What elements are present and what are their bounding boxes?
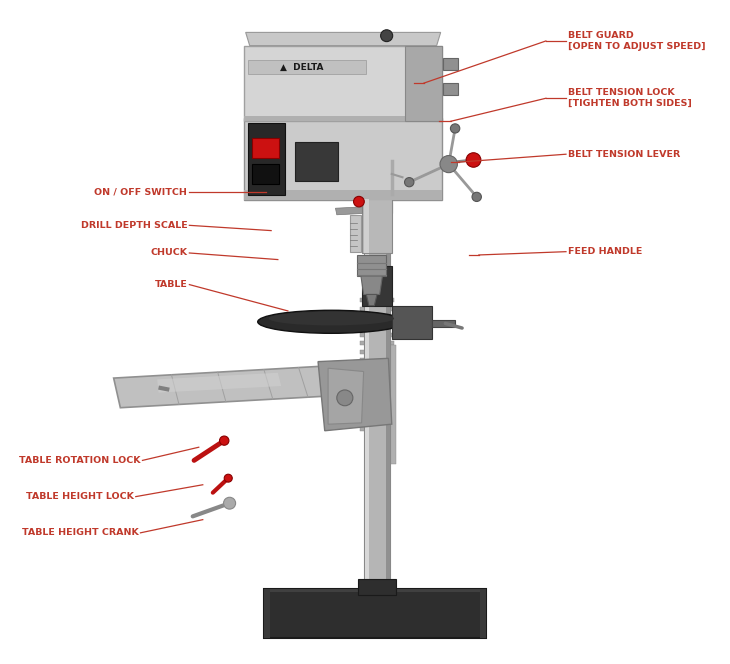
Bar (405, 46, 442, 122)
Bar (380, 345, 387, 463)
Bar (253, 137, 279, 157)
Bar (245, 191, 442, 201)
Circle shape (224, 474, 232, 482)
Text: BELT GUARD
[OPEN TO ADJUST SPEED]: BELT GUARD [OPEN TO ADJUST SPEED] (568, 31, 706, 51)
Bar (362, 266, 392, 305)
Circle shape (223, 497, 236, 509)
Bar (245, 46, 442, 122)
Bar (386, 205, 391, 590)
Circle shape (450, 124, 460, 133)
Bar (364, 205, 391, 590)
Bar (443, 58, 458, 70)
Text: CHUCK: CHUCK (150, 248, 188, 258)
Circle shape (440, 155, 458, 173)
Text: BELT TENSION LEVER: BELT TENSION LEVER (568, 149, 680, 159)
Bar (253, 164, 279, 184)
Text: TABLE ROTATION LOCK: TABLE ROTATION LOCK (19, 456, 140, 465)
Bar (360, 375, 393, 379)
Polygon shape (336, 207, 362, 214)
Bar (370, 345, 377, 463)
Circle shape (472, 193, 481, 201)
Bar (350, 215, 361, 252)
Polygon shape (157, 373, 281, 392)
Bar (245, 118, 442, 201)
Bar (360, 350, 393, 354)
Bar (361, 202, 393, 214)
Bar (480, 589, 485, 638)
Bar (357, 255, 386, 276)
Text: TABLE: TABLE (155, 280, 188, 289)
Text: TABLE HEIGHT CRANK: TABLE HEIGHT CRANK (22, 529, 139, 537)
Polygon shape (361, 276, 383, 294)
Bar (268, 589, 483, 592)
Bar (360, 298, 393, 302)
Bar (360, 384, 393, 388)
Polygon shape (246, 33, 441, 46)
Ellipse shape (258, 310, 405, 333)
Bar (358, 579, 396, 596)
Bar (389, 345, 396, 463)
Circle shape (466, 153, 481, 167)
Bar (360, 333, 393, 337)
Polygon shape (318, 359, 392, 431)
Text: TABLE HEIGHT LOCK: TABLE HEIGHT LOCK (26, 492, 134, 501)
Text: BELT TENSION LOCK
[TIGHTEN BOTH SIDES]: BELT TENSION LOCK [TIGHTEN BOTH SIDES] (568, 88, 692, 108)
Polygon shape (432, 320, 456, 327)
Ellipse shape (269, 311, 394, 325)
Bar (247, 60, 366, 74)
Bar (360, 418, 393, 422)
Bar (245, 116, 442, 122)
Bar (360, 427, 393, 431)
Bar (295, 142, 338, 181)
Bar (360, 341, 393, 345)
Text: FEED HANDLE: FEED HANDLE (568, 247, 642, 256)
Text: DRILL DEPTH SCALE: DRILL DEPTH SCALE (80, 221, 188, 230)
Circle shape (380, 30, 393, 42)
Bar (365, 205, 369, 590)
Bar (264, 589, 485, 638)
Circle shape (353, 197, 364, 207)
Bar (360, 367, 393, 371)
Circle shape (220, 436, 229, 446)
Bar (360, 359, 393, 363)
Bar (360, 401, 393, 405)
Bar (392, 305, 432, 339)
Bar (360, 315, 393, 319)
Circle shape (404, 177, 414, 187)
Text: ON / OFF SWITCH: ON / OFF SWITCH (94, 188, 188, 197)
Bar (360, 307, 393, 311)
Bar (247, 124, 285, 195)
Polygon shape (328, 369, 364, 424)
Bar (360, 392, 393, 396)
Text: ▲  DELTA: ▲ DELTA (280, 62, 323, 72)
Bar (360, 410, 393, 414)
Polygon shape (366, 294, 377, 305)
Polygon shape (114, 365, 355, 408)
Bar (443, 83, 458, 95)
Bar (364, 199, 369, 253)
Bar (360, 324, 393, 328)
Bar (264, 589, 270, 638)
Circle shape (337, 390, 353, 406)
Bar (362, 199, 392, 253)
